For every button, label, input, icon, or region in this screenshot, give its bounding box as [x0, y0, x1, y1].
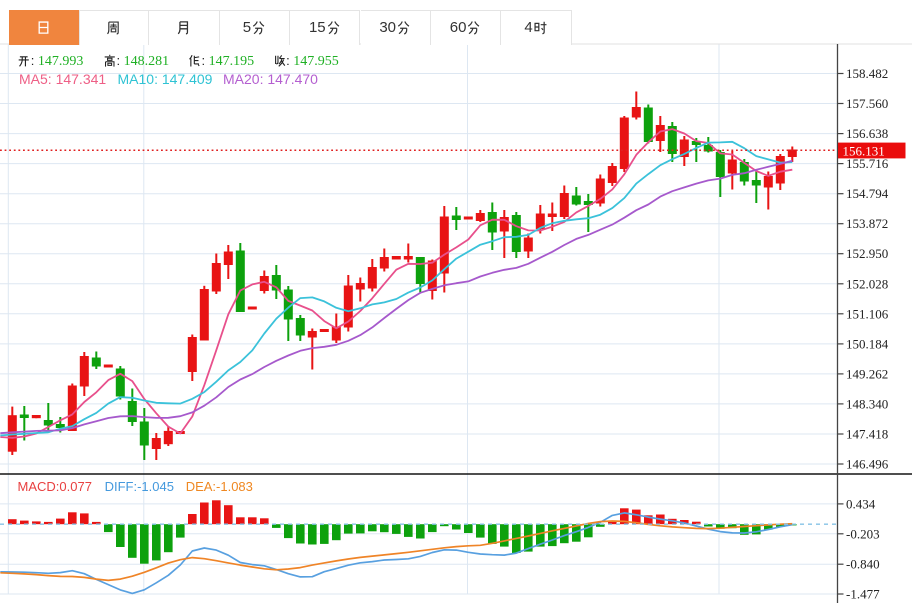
svg-text:150.184: 150.184	[846, 336, 889, 351]
svg-text:-0.203: -0.203	[846, 526, 880, 541]
svg-text:-0.840: -0.840	[846, 557, 880, 572]
svg-text:0.434: 0.434	[846, 496, 876, 511]
svg-text:148.340: 148.340	[846, 396, 888, 411]
svg-text:146.496: 146.496	[846, 457, 889, 472]
svg-text:156.638: 156.638	[846, 126, 888, 141]
svg-text:156.131: 156.131	[843, 143, 885, 158]
svg-text:158.482: 158.482	[846, 66, 888, 81]
svg-text:154.794: 154.794	[846, 186, 889, 201]
svg-text:157.560: 157.560	[846, 96, 888, 111]
svg-text:151.106: 151.106	[846, 306, 889, 321]
svg-text:153.872: 153.872	[846, 216, 888, 231]
svg-text:-1.477: -1.477	[846, 587, 880, 602]
svg-text:152.950: 152.950	[846, 246, 888, 261]
svg-text:149.262: 149.262	[846, 366, 888, 381]
svg-text:147.418: 147.418	[846, 427, 888, 442]
svg-text:155.716: 155.716	[846, 156, 889, 171]
svg-text:152.028: 152.028	[846, 276, 888, 291]
